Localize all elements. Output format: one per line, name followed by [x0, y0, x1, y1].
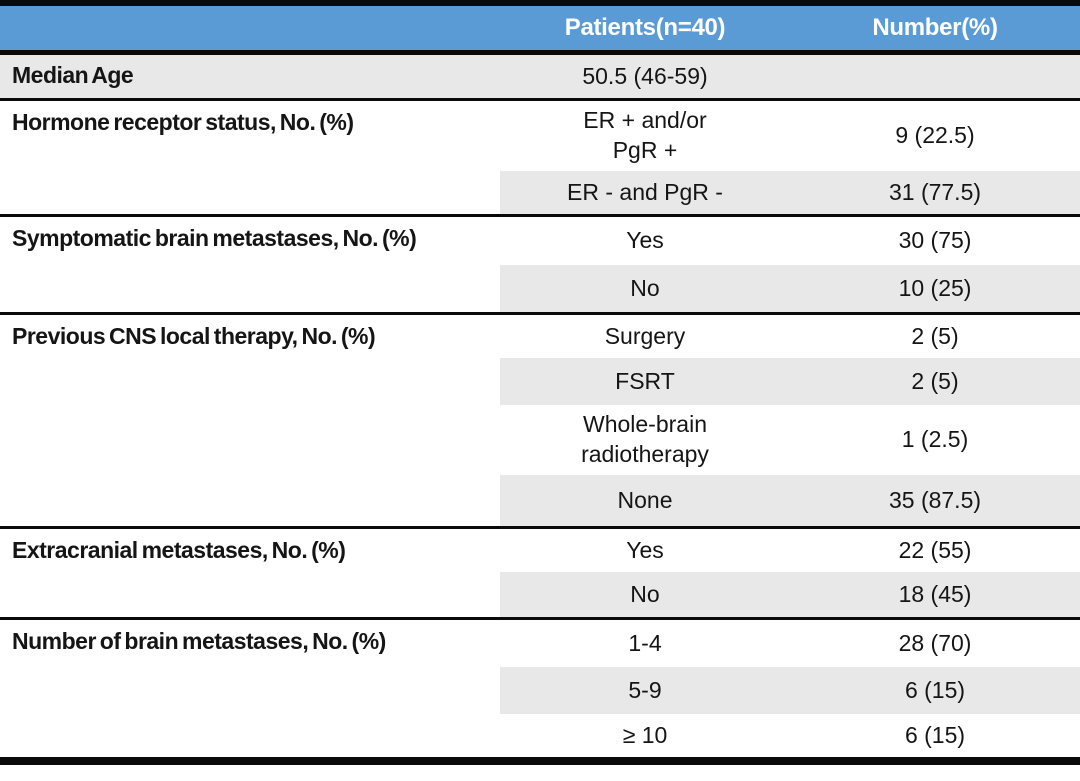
table-bottom-border: [0, 757, 1080, 765]
number-cell: 30 (75): [898, 227, 972, 254]
value-cell: None: [617, 486, 673, 513]
value-cell: ER + and/or PgR +: [583, 107, 707, 163]
table-header-row: Patients(n=40) Number(%): [0, 6, 1080, 55]
number-cell: 31 (77.5): [888, 178, 982, 205]
number-cell: 28 (70): [898, 629, 972, 656]
table-row: Yes 22 (55): [500, 529, 1080, 572]
column-header-patients: Patients(n=40): [564, 14, 726, 41]
table-row: No 18 (45): [500, 572, 1080, 617]
section-number-of-brain-metastases: Number of brain metastases, No. (%) 1-4 …: [0, 620, 1080, 757]
table-top-border: [0, 0, 1080, 6]
number-cell: 35 (87.5): [888, 486, 982, 513]
number-cell: 6 (15): [904, 721, 966, 748]
table-row: Whole-brain radiotherapy 1 (2.5): [500, 405, 1080, 475]
table-row: No 10 (25): [500, 265, 1080, 312]
table-row: ≥ 10 6 (15): [500, 714, 1080, 757]
value-cell: No: [630, 274, 660, 301]
value-cell: ≥ 10: [622, 721, 668, 748]
section-label: Symptomatic brain metastases, No. (%): [12, 225, 417, 251]
section-label: Hormone receptor status, No. (%): [12, 109, 354, 135]
number-cell: 2 (5): [911, 367, 959, 394]
value-cell: Yes: [626, 536, 664, 563]
number-cell: 10 (25): [898, 274, 972, 301]
section-label: Median Age: [12, 62, 134, 88]
number-cell: [790, 55, 1080, 98]
section-label: Previous CNS local therapy, No. (%): [12, 323, 376, 349]
value-cell: Yes: [626, 227, 664, 254]
section-previous-cns-therapy: Previous CNS local therapy, No. (%) Surg…: [0, 315, 1080, 529]
column-header-number: Number(%): [872, 14, 998, 41]
value-cell: ER - and PgR -: [567, 178, 723, 205]
value-cell: 1-4: [628, 629, 662, 656]
value-cell: Surgery: [604, 322, 686, 349]
section-label: Extracranial metastases, No. (%): [12, 537, 346, 563]
table-row: ER - and PgR - 31 (77.5): [500, 171, 1080, 214]
number-cell: 22 (55): [898, 536, 972, 563]
section-hormone-receptor: Hormone receptor status, No. (%) ER + an…: [0, 101, 1080, 217]
table-row: FSRT 2 (5): [500, 358, 1080, 405]
section-extracranial-metastases: Extracranial metastases, No. (%) Yes 22 …: [0, 529, 1080, 620]
table-row: 50.5 (46-59): [500, 55, 1080, 98]
number-cell: 18 (45): [898, 580, 972, 607]
header-empty-cell: [0, 6, 500, 50]
value-cell: 5-9: [628, 676, 662, 703]
number-cell: 1 (2.5): [901, 426, 969, 453]
section-symptomatic-brain-metastases: Symptomatic brain metastases, No. (%) Ye…: [0, 217, 1080, 315]
section-label: Number of brain metastases, No. (%): [12, 628, 386, 654]
section-median-age: Median Age 50.5 (46-59): [0, 55, 1080, 101]
table-row: None 35 (87.5): [500, 475, 1080, 526]
table-row: 5-9 6 (15): [500, 667, 1080, 714]
number-cell: 6 (15): [904, 676, 966, 703]
table-row: Yes 30 (75): [500, 217, 1080, 265]
value-cell: Whole-brain radiotherapy: [581, 411, 709, 467]
table-row: 1-4 28 (70): [500, 620, 1080, 667]
value-cell: 50.5 (46-59): [582, 62, 708, 89]
value-cell: FSRT: [615, 367, 675, 394]
number-cell: 2 (5): [911, 322, 959, 349]
number-cell: 9 (22.5): [895, 122, 975, 149]
table-row: Surgery 2 (5): [500, 315, 1080, 358]
table-row: ER + and/or PgR + 9 (22.5): [500, 101, 1080, 171]
value-cell: No: [630, 580, 660, 607]
